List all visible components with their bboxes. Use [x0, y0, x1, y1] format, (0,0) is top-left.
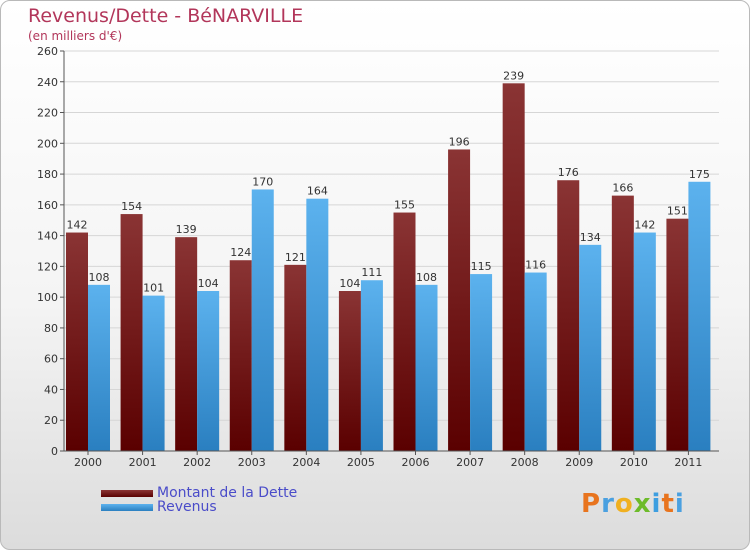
data-label: 155 — [394, 199, 415, 212]
bar-revenus — [524, 272, 547, 451]
data-label: 239 — [503, 69, 524, 82]
data-label: 108 — [89, 271, 110, 284]
data-label: 154 — [121, 200, 142, 213]
x-tick-label: 2007 — [456, 456, 484, 469]
y-tick-label: 160 — [37, 199, 58, 212]
bar-dette — [502, 83, 525, 452]
y-tick-label: 80 — [44, 322, 58, 335]
bar-revenus — [415, 284, 438, 451]
data-label: 116 — [525, 259, 546, 272]
bar-dette — [448, 149, 471, 451]
logo-letter: o — [614, 489, 634, 519]
bar-revenus — [251, 189, 274, 451]
data-label: 142 — [634, 219, 655, 232]
y-tick-label: 140 — [37, 230, 58, 243]
bar-revenus — [579, 244, 602, 451]
bar-dette — [393, 212, 416, 451]
legend-item-revenus: Revenus — [101, 499, 401, 515]
bars: 1421081541011391041241701211641041111551… — [66, 69, 711, 452]
data-label: 175 — [689, 168, 710, 181]
bar-revenus — [633, 232, 656, 451]
data-label: 134 — [580, 231, 601, 244]
x-tick-label: 2011 — [674, 456, 702, 469]
y-tick-label: 100 — [37, 291, 58, 304]
bar-dette — [175, 237, 198, 451]
x-tick-label: 2009 — [565, 456, 593, 469]
data-label: 170 — [252, 175, 273, 188]
legend-item-debt: Montant de la Dette — [101, 485, 401, 501]
logo-letter: x — [633, 489, 652, 519]
logo-letter: i — [651, 489, 662, 519]
bar-dette — [666, 218, 689, 451]
legend-swatch-revenus — [101, 504, 153, 511]
gridlines — [64, 50, 719, 452]
data-label: 151 — [667, 205, 688, 218]
bar-revenus — [306, 198, 329, 451]
y-tick-label: 220 — [37, 107, 58, 120]
data-label: 196 — [449, 135, 470, 148]
bar-dette — [557, 180, 580, 451]
bar-dette — [120, 214, 143, 451]
bar-dette — [284, 264, 307, 451]
bar-revenus — [142, 295, 165, 451]
bar-revenus — [197, 291, 220, 451]
y-tick-label: 120 — [37, 260, 58, 273]
data-label: 124 — [230, 246, 251, 259]
data-label: 104 — [339, 277, 360, 290]
y-tick-label: 0 — [51, 445, 58, 458]
data-label: 139 — [176, 223, 197, 236]
bar-dette — [66, 232, 88, 451]
legend-swatch-debt — [101, 490, 153, 497]
legend: Montant de la Dette Revenus — [101, 485, 401, 515]
axes: 0 20 40 60 80 100 120 140 160 180 200 220 240 260 2000… — [37, 45, 719, 469]
y-tick-label: 240 — [37, 76, 58, 89]
y-tick-label: 20 — [44, 414, 58, 427]
chart-subtitle: (en milliers d'€) — [28, 29, 123, 43]
y-tick-label: 180 — [37, 168, 58, 181]
bar-revenus — [470, 274, 493, 451]
logo-letter: P — [581, 489, 602, 519]
x-tick-label: 2003 — [238, 456, 266, 469]
data-label: 108 — [416, 271, 437, 284]
x-tick-label: 2010 — [620, 456, 648, 469]
data-label: 111 — [361, 266, 382, 279]
y-tick-label: 60 — [44, 353, 58, 366]
data-label: 164 — [307, 185, 328, 198]
logo-letter: r — [601, 489, 615, 519]
x-tick-label: 2005 — [347, 456, 375, 469]
bar-revenus — [688, 181, 711, 451]
x-tick-label: 2006 — [402, 456, 430, 469]
y-tick-label: 260 — [37, 45, 58, 58]
x-tick-label: 2000 — [74, 456, 102, 469]
data-label: 104 — [198, 277, 219, 290]
bar-revenus — [88, 284, 110, 451]
y-tick-label: 40 — [44, 383, 58, 396]
bar-revenus — [360, 280, 383, 451]
legend-label-debt: Montant de la Dette — [157, 485, 298, 501]
data-label: 166 — [612, 182, 633, 195]
legend-label-revenus: Revenus — [157, 499, 217, 515]
bar-dette — [338, 291, 361, 451]
data-label: 121 — [285, 251, 306, 264]
logo-letter: t — [661, 489, 675, 519]
data-label: 101 — [143, 282, 164, 295]
bar-dette — [611, 195, 634, 451]
data-label: 115 — [471, 260, 492, 273]
y-tick-label: 200 — [37, 137, 58, 150]
x-tick-label: 2002 — [183, 456, 211, 469]
bar-dette — [229, 260, 252, 451]
x-tick-label: 2008 — [511, 456, 539, 469]
logo-letter: i — [674, 489, 685, 519]
x-tick-label: 2001 — [129, 456, 157, 469]
chart-title: Revenus/Dette - BéNARVILLE — [28, 5, 304, 27]
proxiti-logo: Proxiti — [581, 489, 685, 519]
x-tick-label: 2004 — [292, 456, 320, 469]
data-label: 142 — [67, 219, 88, 232]
data-label: 176 — [558, 166, 579, 179]
